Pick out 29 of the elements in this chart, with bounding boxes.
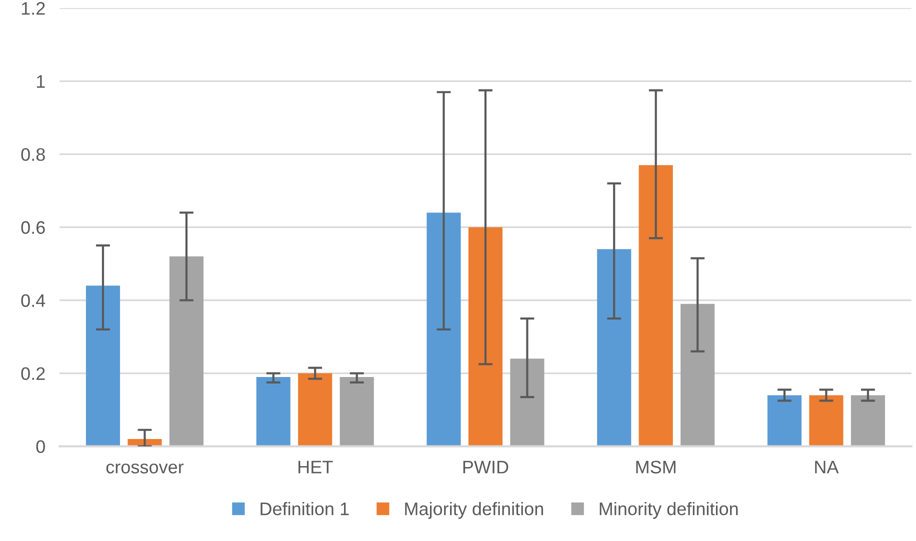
y-tick-label: 1 bbox=[36, 75, 45, 88]
legend-label: Minority definition bbox=[600, 502, 738, 519]
y-tick-label: 1.2 bbox=[22, 2, 45, 15]
bar bbox=[169, 256, 204, 446]
bar bbox=[340, 376, 374, 446]
y-tick-label: 0 bbox=[36, 440, 45, 454]
y-tick-label: 0.8 bbox=[21, 148, 45, 161]
x-tick-label: PWID bbox=[463, 460, 508, 474]
bar bbox=[256, 376, 290, 446]
bar bbox=[86, 286, 120, 446]
y-tick-label: 0.2 bbox=[21, 367, 45, 380]
bar bbox=[809, 395, 844, 446]
y-tick-label: 0.4 bbox=[21, 294, 46, 307]
x-tick-label: crossover bbox=[106, 464, 184, 474]
legend-label: Majority definition bbox=[405, 502, 544, 519]
x-tick-label: MSM bbox=[636, 460, 676, 474]
bar bbox=[426, 212, 461, 446]
bar bbox=[680, 304, 715, 446]
bar bbox=[638, 165, 673, 446]
y-tick-label: 0.6 bbox=[21, 221, 45, 234]
bar bbox=[468, 227, 503, 446]
legend-label: Definition 1 bbox=[260, 502, 349, 516]
bar bbox=[510, 358, 544, 446]
bar bbox=[850, 395, 886, 446]
bar bbox=[298, 373, 332, 446]
bar bbox=[767, 395, 802, 446]
x-tick-label: NA bbox=[815, 460, 839, 474]
x-tick-label: HET bbox=[298, 460, 333, 474]
bar bbox=[597, 249, 632, 446]
